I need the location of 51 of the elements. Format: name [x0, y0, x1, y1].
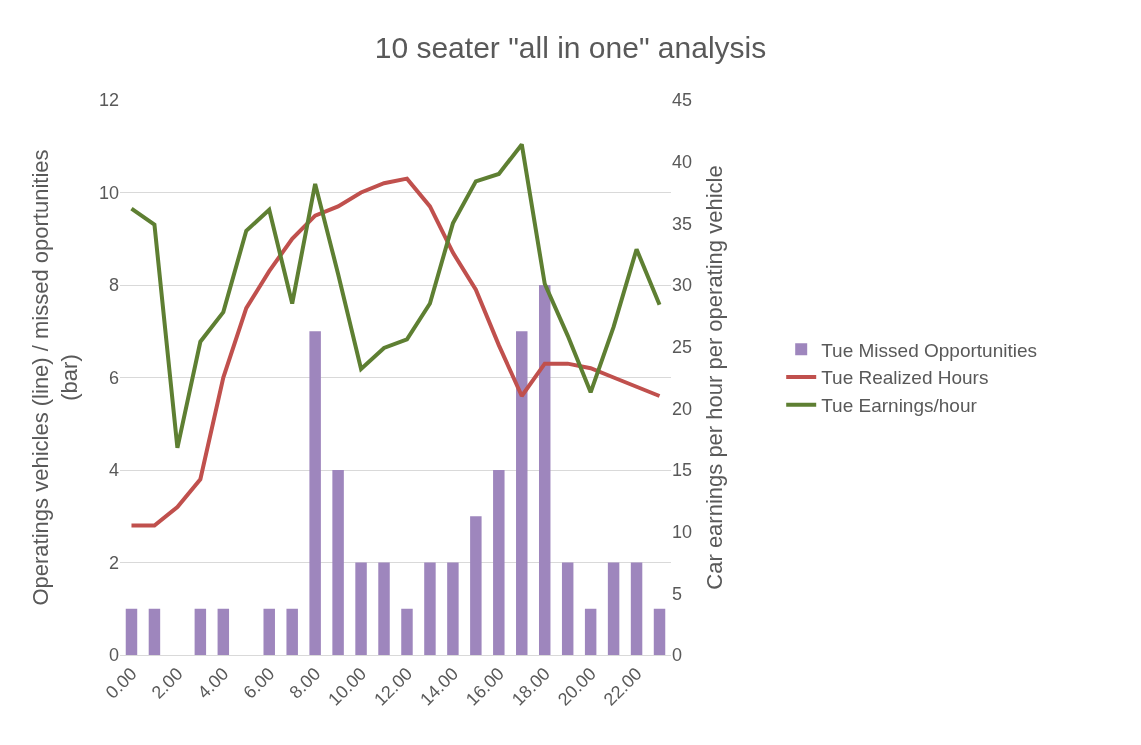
line-series — [129, 176, 662, 528]
x-tick-label: 4.00 — [193, 663, 233, 703]
legend-label: Tue Earnings/hour — [821, 395, 978, 417]
y2-tick-label: 20 — [672, 398, 693, 419]
bar — [470, 516, 482, 655]
line-series — [129, 142, 662, 450]
y-axis-title: Operatings vehicles (line) / missed oportunities (bar) — [28, 149, 82, 606]
bar — [630, 562, 643, 655]
y2-tick-label: 0 — [672, 645, 683, 666]
y-tick-label: 2 — [108, 552, 119, 573]
y-tick-label: 8 — [108, 275, 119, 296]
bar — [378, 562, 390, 655]
legend-label: Tue Missed Opportunities — [821, 339, 1037, 361]
bar — [493, 470, 505, 655]
y2-tick-label: 30 — [672, 275, 693, 296]
bar — [516, 331, 528, 655]
chart-title: 10 seater "all in one" analysis — [374, 31, 767, 65]
y-tick-label: 4 — [108, 460, 119, 481]
y2-tick-label: 35 — [672, 213, 693, 234]
bar — [309, 331, 321, 655]
bar — [607, 562, 620, 655]
bar — [538, 285, 551, 655]
y2-tick-label: 45 — [672, 90, 693, 111]
bar — [561, 562, 574, 655]
x-tick-label: 8.00 — [285, 663, 325, 703]
y-tick-label: 0 — [108, 645, 119, 666]
y2-tick-label: 5 — [672, 583, 683, 604]
y-tick-label: 10 — [98, 182, 119, 203]
x-tick-label: 6.00 — [239, 663, 279, 703]
bar — [125, 608, 138, 655]
bar — [355, 562, 367, 655]
legend-label: Tue Realized Hours — [821, 367, 989, 389]
bar — [447, 562, 459, 655]
y2-tick-label: 25 — [672, 336, 693, 357]
y2-tick-label: 15 — [672, 460, 693, 481]
y-tick-label: 6 — [108, 367, 119, 388]
bar — [401, 608, 413, 655]
bar — [584, 608, 597, 655]
bar — [148, 608, 161, 655]
bar — [217, 608, 230, 655]
y2-axis-title: Car earnings per hour per operating vehicle — [701, 165, 727, 590]
bar — [286, 608, 298, 655]
y-tick-label: 12 — [98, 90, 119, 111]
y2-tick-label: 10 — [672, 521, 693, 542]
bar — [263, 608, 275, 655]
bar — [194, 608, 207, 655]
bar — [653, 608, 666, 655]
bar — [424, 562, 436, 655]
x-tick-label: 0.00 — [101, 663, 141, 703]
y2-tick-label: 40 — [672, 151, 693, 172]
bar — [332, 470, 344, 655]
